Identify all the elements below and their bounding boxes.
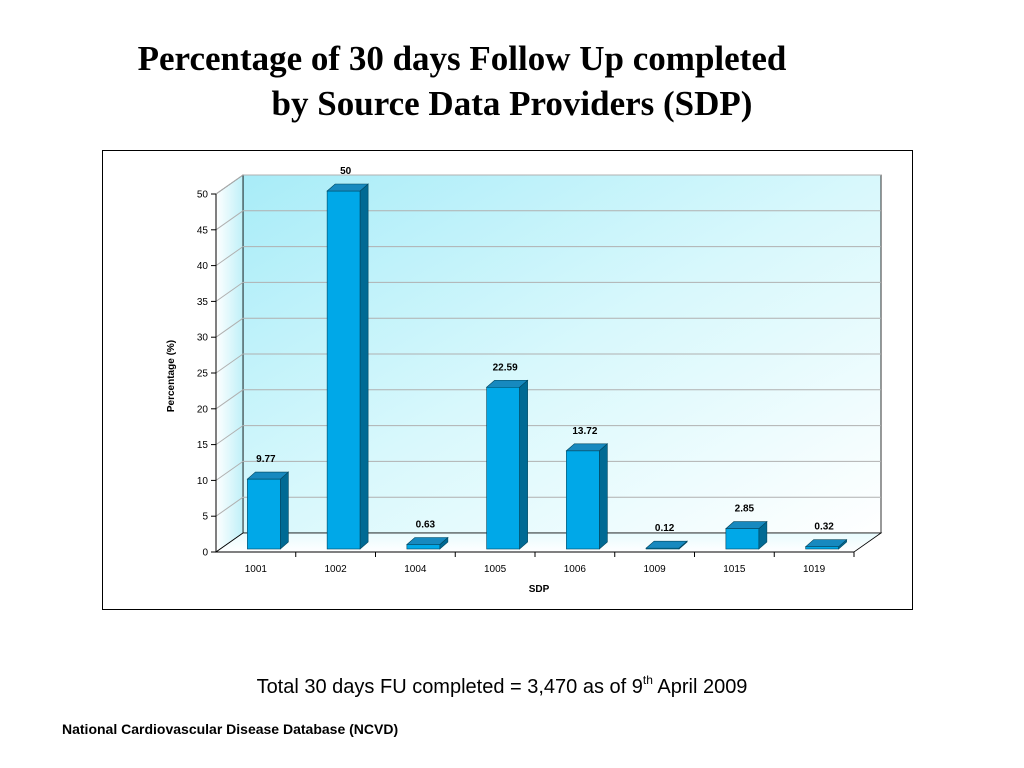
bar-side [599, 443, 608, 550]
bar-1002 [326, 183, 369, 550]
bar-front [805, 546, 839, 550]
x-tick-label: 1015 [723, 564, 746, 575]
summary-text: Total 30 days FU completed = 3,470 as of… [0, 673, 1004, 699]
data-label: 22.59 [493, 362, 518, 373]
x-tick-label: 1004 [404, 564, 427, 575]
title-line-2: by Source Data Providers (SDP) [271, 84, 753, 123]
bar-1001 [246, 471, 290, 550]
bar-front [247, 478, 281, 550]
bar-front [566, 450, 600, 550]
bar-1004 [406, 536, 449, 550]
data-label: 9.77 [256, 454, 276, 465]
data-label: 13.72 [572, 426, 597, 437]
bar-front [406, 544, 441, 550]
title-line-1: Percentage of 30 days Follow Up complete… [137, 39, 787, 78]
data-labels: 9.77 50 0.63 22.59 13.72 0.12 2.85 0.32 [256, 166, 834, 534]
slide-title: Percentage of 30 days Follow Up complete… [0, 36, 1024, 126]
x-tick-label: 1009 [644, 564, 667, 575]
bars [246, 183, 848, 550]
bar-front [486, 386, 520, 550]
gridline-side [215, 425, 244, 446]
x-tick-label: 1005 [484, 564, 507, 575]
x-tick-label: 1002 [325, 564, 348, 575]
gridline-side [215, 460, 244, 481]
summary-prefix: Total 30 days FU completed = 3,470 as of… [256, 676, 643, 698]
bar-top [326, 183, 369, 192]
summary-superscript: th [642, 673, 653, 687]
bar-top [725, 521, 768, 529]
y-tick-label: 25 [197, 369, 209, 380]
y-axis-title: Percentage (%) [166, 340, 177, 412]
bar-1006 [565, 443, 609, 550]
floor [214, 532, 883, 553]
gridline-side [215, 174, 244, 195]
chart-frame: 0 5 10 15 20 25 30 35 40 45 50 1001 1002 1004 1005 1006… [102, 150, 913, 610]
bar-top [406, 537, 449, 545]
y-tick-label: 15 [197, 440, 209, 451]
footer-source: National Cardiovascular Disease Database… [62, 721, 399, 737]
gridline-side [215, 496, 244, 517]
bar-top [645, 540, 688, 549]
bar-side [280, 471, 289, 550]
x-tick-label: 1019 [803, 564, 826, 575]
gridline-side [215, 210, 244, 231]
gridline-side [215, 389, 244, 410]
y-tick-label: 0 [202, 548, 208, 559]
y-tick-label: 50 [197, 190, 209, 201]
data-label: 0.32 [814, 522, 834, 533]
bar-side [519, 379, 528, 550]
y-tick-label: 35 [197, 297, 209, 308]
bar-top [565, 443, 609, 452]
gridline-side [215, 353, 244, 374]
y-tick-label: 40 [197, 261, 209, 272]
gridline-side [215, 281, 244, 302]
plot-walls [214, 174, 883, 553]
bar-1009 [645, 540, 688, 550]
data-label: 0.12 [655, 523, 675, 534]
bar-1019 [804, 539, 848, 550]
y-tick-label: 45 [197, 225, 209, 236]
summary-suffix: April 2009 [652, 676, 748, 698]
bar-1005 [485, 379, 529, 550]
bar-front [326, 190, 361, 550]
y-tick-label: 20 [197, 404, 209, 415]
gridline-side [215, 246, 244, 267]
data-label: 0.63 [416, 519, 436, 530]
y-tick-label: 5 [202, 512, 208, 523]
data-label: 50 [340, 166, 352, 177]
y-tick-label: 30 [197, 333, 209, 344]
x-tick-label: 1001 [245, 564, 268, 575]
x-tick-label: 1006 [564, 564, 587, 575]
bar-top [804, 539, 848, 548]
bar-side [359, 183, 369, 550]
bar-top [485, 379, 529, 388]
bar-top [246, 471, 290, 480]
data-label: 2.85 [735, 504, 755, 515]
bar-1015 [725, 520, 768, 550]
y-tick-label: 10 [197, 476, 209, 487]
gridline-side [215, 317, 244, 338]
x-axis-title: SDP [529, 584, 550, 595]
bar-front [725, 528, 760, 550]
